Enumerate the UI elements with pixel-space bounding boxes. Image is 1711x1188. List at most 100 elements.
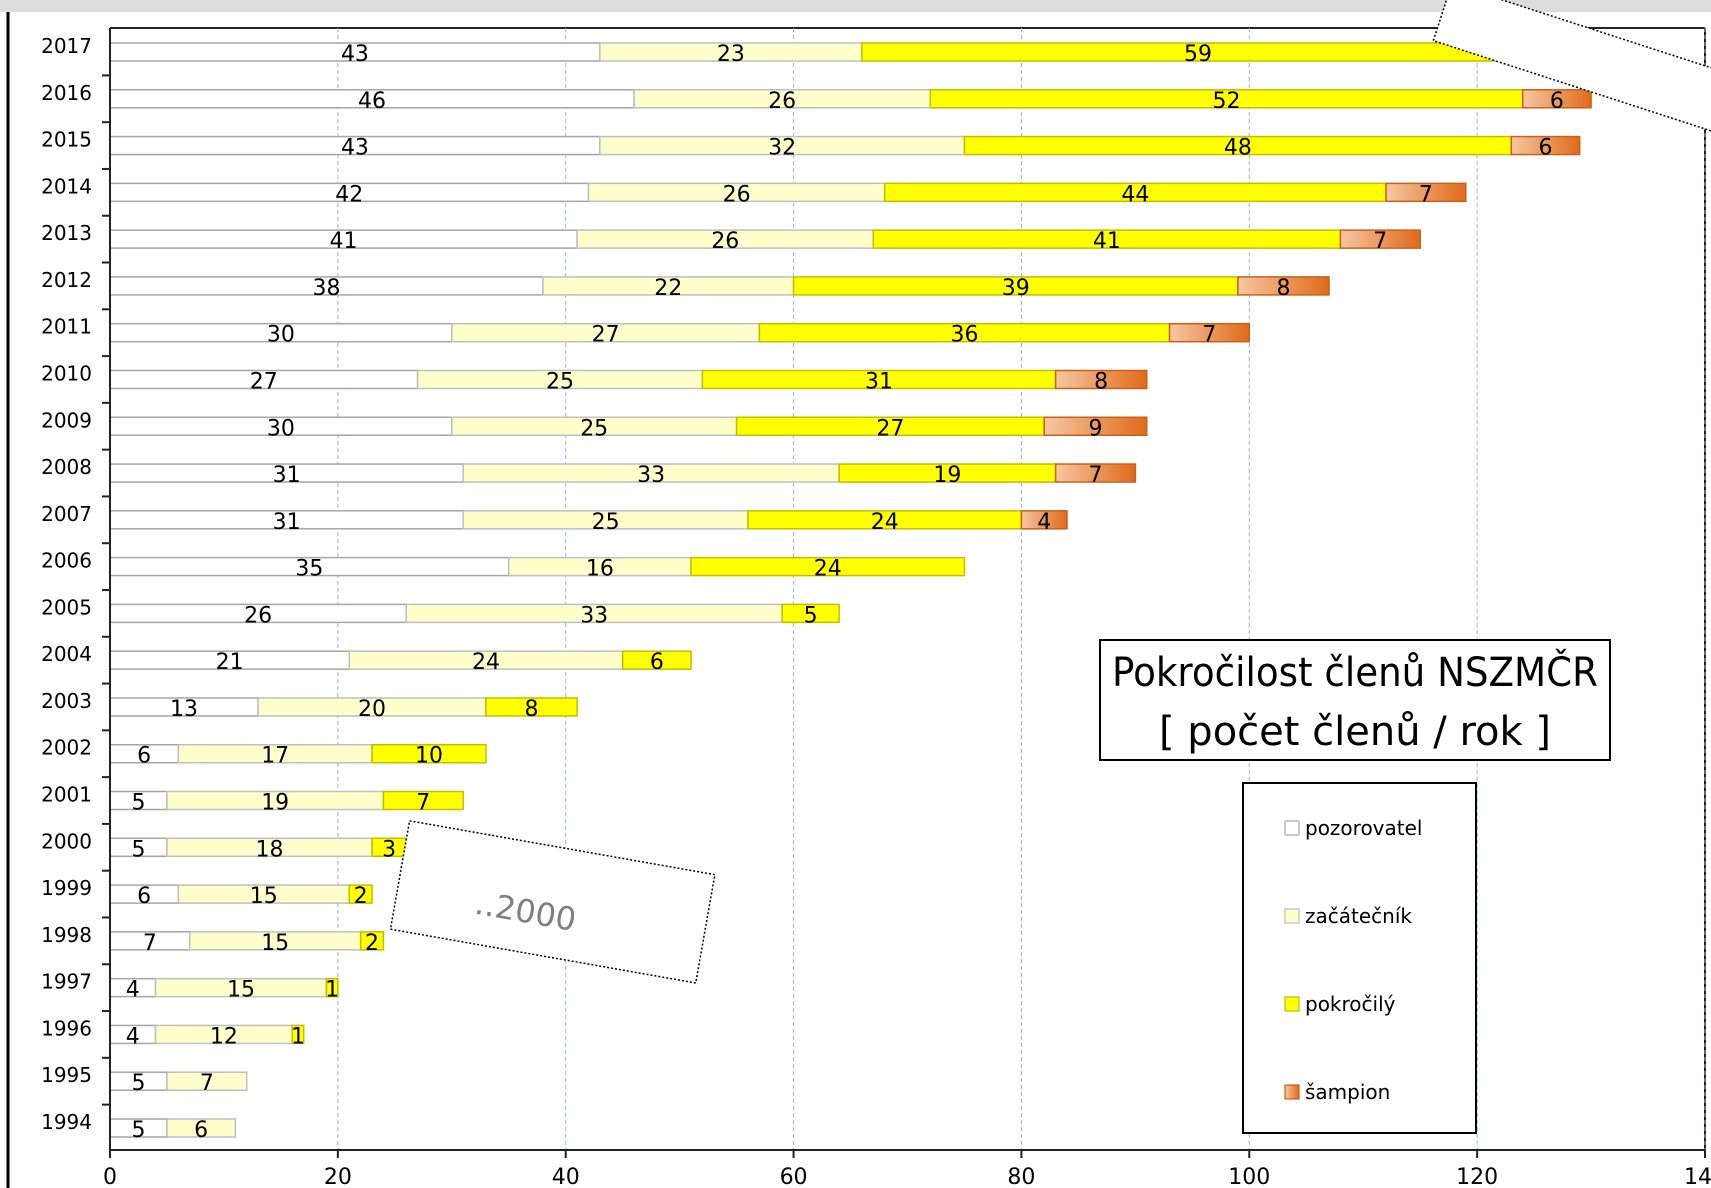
data-label: 38 (312, 276, 340, 301)
data-label: 6 (650, 650, 664, 675)
data-label: 30 (267, 416, 295, 441)
data-label: 22 (654, 276, 682, 301)
data-label: 2 (365, 931, 379, 956)
bar-segment (359, 931, 385, 951)
data-label: 8 (1094, 369, 1108, 394)
bar-segment (382, 790, 464, 811)
legend-swatch (1284, 820, 1300, 836)
data-label: 7 (1088, 463, 1102, 488)
data-label: 1 (291, 1024, 305, 1049)
data-label: 46 (358, 89, 386, 114)
bar-segment (1521, 89, 1592, 109)
data-label: 42 (335, 182, 363, 207)
bar-segment (781, 603, 840, 624)
bar-segment (166, 1071, 248, 1091)
data-label: 26 (244, 603, 272, 628)
data-label: 20 (358, 697, 386, 722)
data-label: 19 (261, 791, 289, 816)
data-label: 25 (580, 416, 608, 441)
title-box: Pokročilost členů NSZMČR [ počet členů /… (1099, 639, 1611, 761)
data-label: 15 (227, 978, 255, 1003)
x-tick-label: 0 (103, 1165, 117, 1188)
data-label: 30 (267, 323, 295, 348)
bar-segment (1385, 182, 1467, 203)
data-label: 13 (170, 697, 198, 722)
y-tick-label: 2011 (41, 315, 92, 339)
data-label: 27 (876, 416, 904, 441)
data-label: 1 (325, 978, 339, 1003)
legend: pozorovatel začátečník pokročilý šampion (1242, 782, 1477, 1134)
data-label: 8 (1276, 276, 1290, 301)
data-label: 6 (1539, 136, 1553, 161)
annotation-top-right-box (1432, 0, 1711, 138)
data-label: 7 (200, 1071, 214, 1096)
y-tick-label: 1997 (41, 970, 92, 994)
y-tick-label: 2001 (41, 783, 92, 807)
bar-segment (485, 697, 578, 717)
bar-segment (325, 977, 339, 998)
annotation-2000-box (389, 819, 716, 984)
y-tick-label: 2014 (41, 174, 92, 198)
y-tick-label: 1996 (41, 1016, 92, 1040)
data-label: 5 (131, 791, 145, 816)
bar-segment (1054, 463, 1137, 483)
data-label: 15 (250, 884, 278, 909)
data-label: 7 (416, 791, 430, 816)
y-tick-label: 1994 (41, 1110, 92, 1134)
bars: 4323595462652643324864226447412641738223… (109, 42, 1592, 1143)
bar-segment (621, 650, 692, 670)
legend-label: pokročilý (1305, 992, 1396, 1016)
y-tick-label: 1999 (41, 876, 92, 900)
bar-segment (291, 1024, 305, 1045)
data-label: 18 (256, 837, 284, 862)
data-label: 6 (137, 744, 151, 769)
data-label: 3 (382, 837, 396, 862)
x-tick-label: 80 (1007, 1165, 1035, 1188)
data-label: 19 (933, 463, 961, 488)
data-label: 32 (768, 136, 796, 161)
plot-area: 4323595462652643324864226447412641738223… (41, 27, 1711, 1188)
y-tick-label: 2013 (41, 221, 92, 245)
data-label: 33 (637, 463, 665, 488)
data-label: 43 (341, 42, 369, 67)
data-label: 24 (814, 557, 842, 582)
data-label: 24 (472, 650, 500, 675)
legend-label: pozorovatel (1305, 816, 1422, 840)
data-label: 31 (273, 510, 301, 535)
data-label: 41 (1093, 229, 1121, 254)
data-label: 6 (194, 1118, 208, 1143)
data-label: 17 (261, 744, 289, 769)
y-tick-label: 2002 (41, 736, 92, 760)
data-label: 41 (330, 229, 358, 254)
bar-segment (166, 1118, 237, 1138)
data-label: 15 (261, 931, 289, 956)
x-tick-label: 20 (324, 1165, 352, 1188)
data-label: 48 (1224, 136, 1252, 161)
data-label: 25 (592, 510, 620, 535)
data-label: 5 (131, 1118, 145, 1143)
bar-segment (1168, 322, 1251, 343)
data-label: 26 (711, 229, 739, 254)
y-tick-label: 1998 (41, 923, 92, 947)
x-tick-label: 100 (1228, 1165, 1270, 1188)
bar-segment (348, 884, 373, 904)
data-label: 25 (546, 369, 574, 394)
y-tick-label: 2010 (41, 361, 92, 385)
data-label: 8 (525, 697, 539, 722)
data-label: 7 (1202, 323, 1216, 348)
y-tick-label: 2015 (41, 128, 92, 152)
chart-subtitle: [ počet členů / rok ] (1159, 709, 1551, 755)
data-label: 5 (131, 837, 145, 862)
data-label: 7 (143, 931, 157, 956)
top-shadow (0, 0, 1711, 12)
x-tick-label: 60 (780, 1165, 808, 1188)
data-label: 31 (273, 463, 301, 488)
x-tick-label: 120 (1456, 1165, 1498, 1188)
y-tick-label: 2003 (41, 689, 92, 713)
legend-swatch (1284, 908, 1300, 924)
y-tick-label: 2016 (41, 81, 92, 105)
bar-segment (690, 556, 966, 577)
y-tick-label: 2004 (41, 642, 92, 666)
data-label: 24 (871, 510, 899, 535)
data-label: 33 (580, 603, 608, 628)
